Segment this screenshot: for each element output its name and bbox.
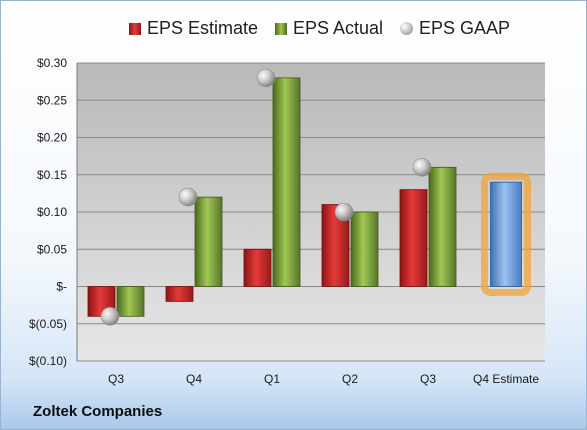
eps-gaap-marker (256, 68, 276, 88)
eps-gaap-marker (334, 202, 354, 222)
legend-swatch-estimate (129, 22, 141, 35)
y-tick-label: $0.05 (37, 242, 67, 256)
y-tick-label: $0.25 (37, 93, 67, 107)
y-tick-label: $0.20 (37, 131, 67, 145)
eps-estimate-bar (243, 248, 272, 287)
eps-actual-bar (428, 166, 457, 287)
eps-estimate-bar (87, 286, 116, 317)
eps-gaap-marker (412, 158, 432, 177)
y-tick-label: $0.30 (37, 56, 67, 70)
y-tick-label: $(0.05) (29, 317, 67, 331)
legend: EPS Estimate EPS Actual EPS GAAP (1, 18, 587, 40)
legend-label-estimate: EPS Estimate (147, 18, 259, 38)
legend-swatch-gaap (400, 22, 413, 35)
company-name: Zoltek Companies (33, 403, 163, 420)
eps-gaap-marker (178, 187, 198, 207)
forecast-glow (481, 172, 531, 296)
eps-forecast-bar (490, 181, 522, 287)
y-tick-label: $0.15 (37, 168, 67, 182)
eps-estimate-bar (399, 189, 428, 287)
y-tick-label: $0.10 (37, 205, 67, 219)
x-tick-label: Q1 (264, 372, 280, 386)
x-tick-label: Q4 Estimate (473, 372, 539, 386)
x-tick-label: Q3 (420, 372, 436, 386)
y-tick-label: $(0.10) (29, 354, 67, 368)
y-tick-label: $- (56, 280, 67, 294)
legend-item-gaap: EPS GAAP (400, 18, 510, 39)
eps-actual-bar (116, 286, 145, 317)
legend-item-actual: EPS Actual (275, 18, 383, 39)
eps-actual-bar (272, 77, 301, 287)
legend-swatch-actual (275, 22, 287, 35)
eps-actual-bar (194, 196, 223, 287)
eps-chart: $0.30 $0.25 $0.20 $0.15 $0.10 $0.05 $- $(0.05) $… (29, 56, 545, 386)
eps-estimate-bar (165, 286, 194, 302)
x-tick-label: Q3 (108, 372, 124, 386)
legend-label-actual: EPS Actual (293, 18, 384, 38)
eps-actual-bar (350, 211, 379, 287)
legend-label-gaap: EPS GAAP (419, 18, 511, 38)
eps-gaap-marker (100, 306, 120, 326)
legend-item-estimate: EPS Estimate (129, 18, 258, 39)
x-tick-label: Q2 (342, 372, 358, 386)
x-tick-label: Q4 (186, 372, 202, 386)
